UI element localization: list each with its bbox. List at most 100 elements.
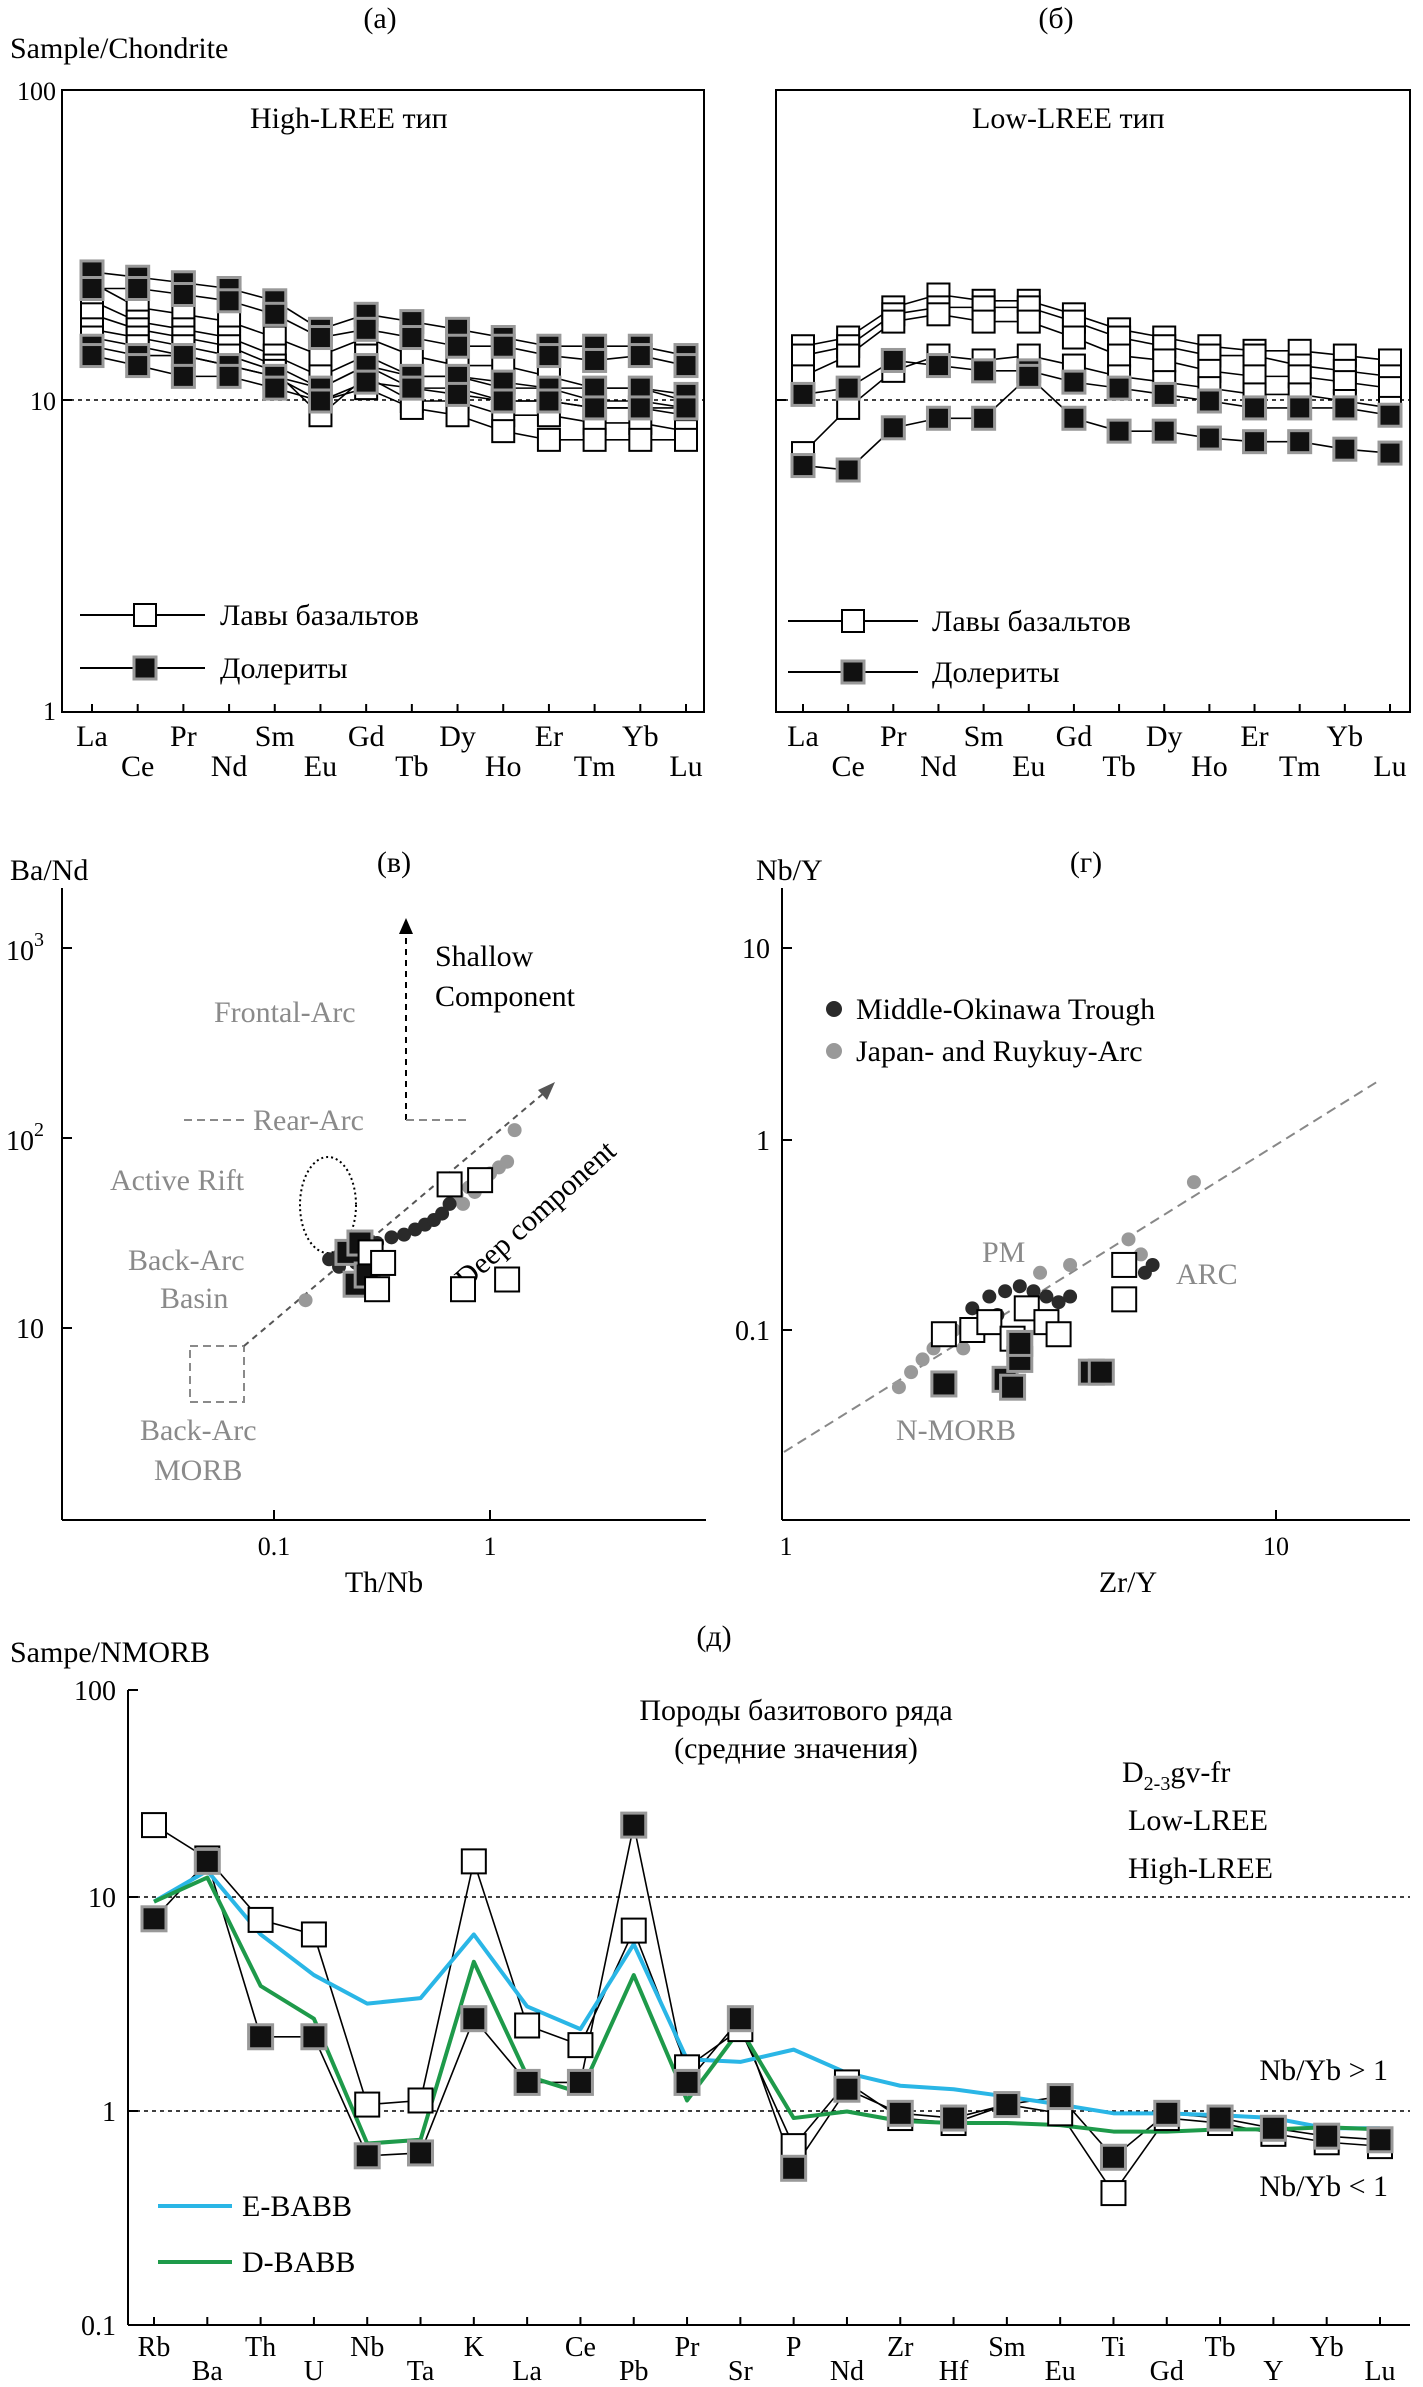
x-tick-label: K xyxy=(464,2332,484,2363)
filled-square-marker xyxy=(886,2099,914,2127)
filled-square-marker xyxy=(307,325,333,351)
legend-e-babb-label: E-BABB xyxy=(242,2190,352,2223)
filled-square-marker xyxy=(399,325,425,351)
filled-square-marker xyxy=(262,301,288,327)
filled-square-point xyxy=(930,1370,958,1398)
filled-square-marker xyxy=(1287,429,1313,455)
panel-b-label: (б) xyxy=(1038,2,1073,35)
shallow-label-1: Shallow xyxy=(435,940,534,973)
filled-square-marker xyxy=(971,358,997,384)
filled-square-marker xyxy=(216,288,242,314)
black-dot-point xyxy=(442,1196,457,1211)
legend-arc-dot xyxy=(826,1043,842,1059)
legend-filled-square-marker xyxy=(132,655,158,681)
filled-square-marker xyxy=(170,282,196,308)
filled-square-marker xyxy=(300,2023,328,2051)
panel-a-data xyxy=(79,259,699,452)
open-square-marker xyxy=(514,2012,541,2039)
open-square-marker xyxy=(1242,343,1267,368)
gray-dot-point xyxy=(456,1196,471,1211)
filled-square-marker xyxy=(490,388,516,414)
panel-b-data xyxy=(790,282,1403,483)
panel-d-ytick-0.1: 0.1 xyxy=(735,1316,770,1347)
gray-dot-point xyxy=(891,1380,906,1395)
filled-square-marker xyxy=(620,1811,648,1839)
filled-square-marker xyxy=(193,1847,221,1875)
filled-square-marker xyxy=(1366,2126,1394,2154)
open-square-marker xyxy=(926,302,951,327)
filled-square-marker xyxy=(513,2068,541,2096)
arc-label: ARC xyxy=(1176,1258,1238,1291)
open-square-marker xyxy=(300,1921,327,1948)
black-dot-point xyxy=(1145,1257,1160,1272)
filled-square-marker xyxy=(536,343,562,369)
x-tick-label: Lu xyxy=(669,750,702,783)
panel-d-trend-line xyxy=(783,1079,1381,1453)
x-tick-label: Y xyxy=(1263,2356,1283,2387)
legend-arc-label: Japan- and Ruykuy-Arc xyxy=(856,1035,1143,1068)
x-tick-label: Nd xyxy=(830,2356,864,2387)
panel-e-ytick-0.1: 0.1 xyxy=(81,2311,116,2342)
gray-dot-point xyxy=(1063,1257,1078,1272)
panel-d: (г) Nb/Y 10 1 0.1 1 10 Zr/Y Middle-Okina… xyxy=(735,846,1410,1599)
filled-square-marker xyxy=(1242,395,1268,421)
x-tick-label: Tb xyxy=(1102,750,1135,783)
filled-square-marker xyxy=(1106,418,1132,444)
legend-d-babb-label: D-BABB xyxy=(242,2246,355,2279)
panel-e-data xyxy=(140,1811,1394,2207)
filled-square-marker xyxy=(566,2068,594,2096)
x-tick-label: Er xyxy=(535,720,563,753)
panel-e-ylabel: Sampe/NMORB xyxy=(10,1636,210,1669)
filled-square-marker xyxy=(353,316,379,342)
x-tick-label: Dy xyxy=(1146,720,1183,753)
panel-b-legend-dolerites: Долериты xyxy=(932,656,1060,689)
x-tick-label: Ba xyxy=(192,2356,224,2387)
x-tick-label: La xyxy=(512,2356,542,2387)
filled-square-marker xyxy=(673,353,699,379)
panel-b-title: Low-LREE тип xyxy=(972,102,1165,135)
back-arc-basin-label-2: Basin xyxy=(160,1282,228,1315)
open-square-point xyxy=(436,1171,463,1198)
filled-square-marker xyxy=(790,381,816,407)
x-tick-label: Ce xyxy=(831,750,864,783)
legend-okinawa-dot xyxy=(826,1001,842,1017)
open-square-point xyxy=(364,1276,391,1303)
filled-square-marker xyxy=(880,415,906,441)
legend-open-square-marker xyxy=(841,609,865,633)
filled-square-marker xyxy=(1377,402,1403,428)
panel-e-legend: E-BABB D-BABB xyxy=(158,2190,355,2279)
filled-square-marker xyxy=(1061,405,1087,431)
panel-c-ytick-1000: 103 xyxy=(6,929,44,967)
rear-arc-label: Rear-Arc xyxy=(253,1104,364,1137)
filled-square-marker xyxy=(262,375,288,401)
panel-e-note-low: Low-LREE xyxy=(1128,1804,1268,1837)
open-square-marker xyxy=(780,2133,807,2160)
x-tick-label: Gd xyxy=(348,720,385,753)
x-tick-label: Tm xyxy=(1279,750,1321,783)
filled-square-marker xyxy=(170,363,196,389)
panel-d-legend: Middle-Okinawa Trough Japan- and Ruykuy-… xyxy=(826,993,1155,1068)
filled-square-marker xyxy=(835,457,861,483)
panel-c-data xyxy=(298,1123,522,1308)
filled-square-point xyxy=(1087,1358,1115,1386)
filled-square-marker xyxy=(247,2023,275,2051)
panel-d-xtick-1: 1 xyxy=(780,1532,793,1561)
open-square-point xyxy=(450,1276,477,1303)
panel-c-xlabel: Th/Nb xyxy=(345,1566,423,1599)
black-dot-point xyxy=(397,1227,412,1242)
panel-d-yticks: 10 1 0.1 xyxy=(735,934,792,1347)
x-tick-label: Pb xyxy=(619,2356,649,2387)
black-dot-point xyxy=(982,1289,997,1304)
filled-square-marker xyxy=(1313,2122,1341,2150)
nmorb-label: N-MORB xyxy=(896,1414,1016,1447)
panel-a-ytick-label-100: 100 xyxy=(17,77,56,106)
filled-square-marker xyxy=(1196,425,1222,451)
x-tick-label: Hf xyxy=(939,2356,969,2387)
filled-square-marker xyxy=(1206,2104,1234,2132)
x-tick-label: Gd xyxy=(1150,2356,1184,2387)
x-tick-label: Eu xyxy=(304,750,337,783)
filled-square-marker xyxy=(627,395,653,421)
panel-a-ylabel: Sample/Chondrite xyxy=(10,32,228,65)
filled-square-marker xyxy=(582,395,608,421)
filled-square-marker xyxy=(940,2104,968,2132)
